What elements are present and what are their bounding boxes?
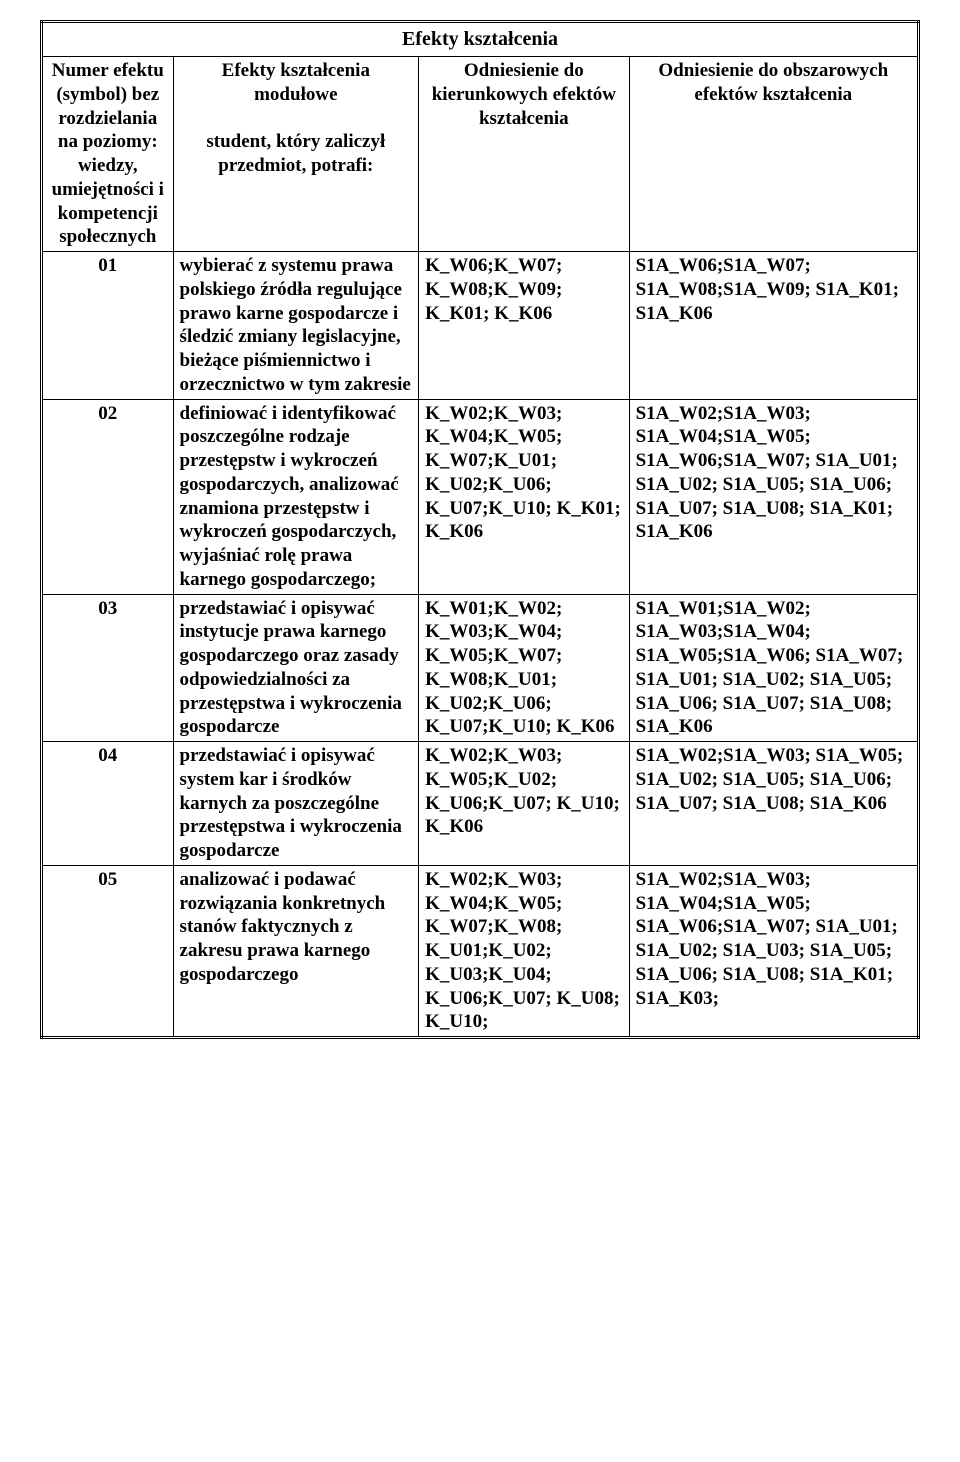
row-num: 04	[42, 742, 174, 866]
table-body: 01 wybierać z systemu prawa polskiego źr…	[42, 252, 919, 1038]
row-kier: K_W06;K_W07; K_W08;K_W09; K_K01; K_K06	[419, 252, 629, 400]
row-num: 05	[42, 865, 174, 1037]
table-row: 05 analizować i podawać rozwiązania konk…	[42, 865, 919, 1037]
header-col-4: Odniesienie do obszarowych efektów kszta…	[629, 57, 918, 252]
row-desc: definiować i identyfikować poszczególne …	[173, 399, 419, 594]
table-row: 03 przedstawiać i opisywać instytucje pr…	[42, 594, 919, 742]
table-row: 02 definiować i identyfikować poszczegól…	[42, 399, 919, 594]
row-num: 03	[42, 594, 174, 742]
row-kier: K_W02;K_W03; K_W04;K_W05; K_W07;K_U01; K…	[419, 399, 629, 594]
row-desc: przedstawiać i opisywać system kar i śro…	[173, 742, 419, 866]
table-title: Efekty kształcenia	[42, 22, 919, 57]
row-obsz: S1A_W02;S1A_W03; S1A_W04;S1A_W05; S1A_W0…	[629, 399, 918, 594]
row-kier: K_W01;K_W02; K_W03;K_W04; K_W05;K_W07; K…	[419, 594, 629, 742]
table-row: 04 przedstawiać i opisywać system kar i …	[42, 742, 919, 866]
header-col-1: Numer efektu (symbol) bez rozdzielania n…	[42, 57, 174, 252]
row-desc: wybierać z systemu prawa polskiego źródł…	[173, 252, 419, 400]
row-obsz: S1A_W02;S1A_W03; S1A_W04;S1A_W05; S1A_W0…	[629, 865, 918, 1037]
row-obsz: S1A_W02;S1A_W03; S1A_W05; S1A_U02; S1A_U…	[629, 742, 918, 866]
effects-table: Efekty kształcenia Numer efektu (symbol)…	[40, 20, 920, 1039]
header-col-2-line1: Efekty kształcenia modułowe	[222, 60, 370, 105]
row-kier: K_W02;K_W03; K_W05;K_U02; K_U06;K_U07; K…	[419, 742, 629, 866]
table-row: 01 wybierać z systemu prawa polskiego źr…	[42, 252, 919, 400]
header-col-3: Odniesienie do kierunkowych efektów kszt…	[419, 57, 629, 252]
row-num: 01	[42, 252, 174, 400]
row-desc: analizować i podawać rozwiązania konkret…	[173, 865, 419, 1037]
row-desc: przedstawiać i opisywać instytucje prawa…	[173, 594, 419, 742]
row-num: 02	[42, 399, 174, 594]
row-obsz: S1A_W06;S1A_W07; S1A_W08;S1A_W09; S1A_K0…	[629, 252, 918, 400]
header-col-2: Efekty kształcenia modułowe student, któ…	[173, 57, 419, 252]
header-col-2-line2: student, który zaliczył przedmiot, potra…	[206, 131, 385, 176]
row-obsz: S1A_W01;S1A_W02; S1A_W03;S1A_W04; S1A_W0…	[629, 594, 918, 742]
row-kier: K_W02;K_W03; K_W04;K_W05; K_W07;K_W08; K…	[419, 865, 629, 1037]
